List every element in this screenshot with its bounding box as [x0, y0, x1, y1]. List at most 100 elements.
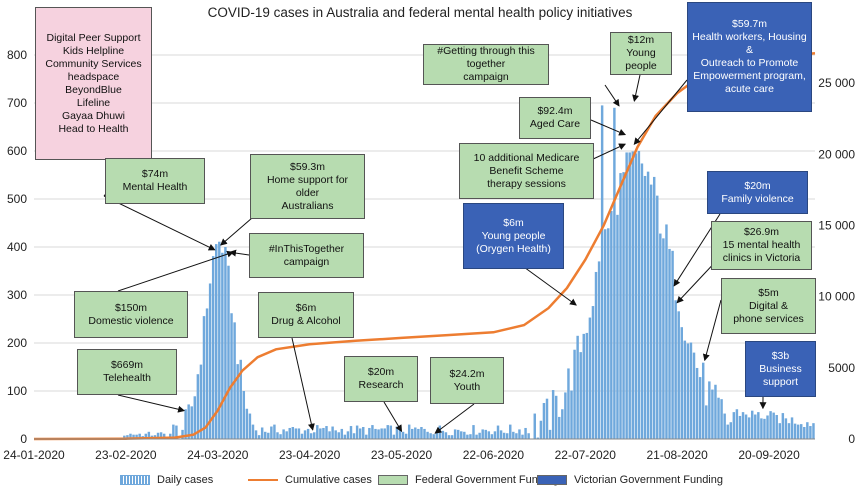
daily-case-bar	[303, 430, 307, 439]
annotation-box-federal: $92.4m Aged Care	[519, 97, 591, 139]
x-tick-label: 24-01-2020	[3, 448, 65, 462]
daily-case-bar	[542, 403, 546, 439]
daily-case-bar	[561, 409, 564, 439]
y-left-tick-label: 0	[20, 432, 27, 446]
daily-case-bar	[714, 384, 717, 439]
legend-label: Cumulative cases	[285, 474, 372, 486]
daily-case-bar	[588, 317, 592, 439]
daily-case-bar	[162, 433, 166, 439]
daily-case-bar	[567, 368, 570, 439]
daily-case-bar	[386, 425, 389, 439]
daily-case-bar	[622, 172, 625, 439]
daily-case-bar	[371, 425, 374, 439]
daily-case-bar	[346, 431, 350, 439]
daily-case-bar	[809, 426, 812, 439]
daily-case-bar	[637, 151, 641, 439]
y-right-tick-label: 10 000	[818, 290, 855, 304]
legend-label: Federal Government Funding	[415, 474, 559, 486]
chart-title: COVID-19 cases in Australia and federal …	[208, 5, 633, 20]
daily-case-bar	[224, 247, 227, 439]
daily-case-bar	[744, 414, 748, 439]
daily-case-bar	[365, 434, 368, 439]
daily-case-bar	[362, 427, 365, 439]
daily-case-bar	[741, 412, 745, 439]
legend-item: Victorian Government Funding	[537, 474, 723, 486]
daily-case-bar	[625, 152, 628, 439]
y-left-tick-label: 300	[7, 288, 27, 302]
daily-case-bar	[282, 429, 285, 439]
daily-case-bar	[251, 424, 255, 439]
daily-case-bar	[732, 412, 736, 439]
daily-case-bar	[750, 410, 754, 439]
daily-case-bar	[692, 352, 696, 439]
daily-case-bar	[456, 429, 460, 439]
daily-case-bar	[766, 415, 769, 439]
daily-case-bar	[551, 390, 555, 439]
annotation-box-federal: $74m Mental Health	[105, 158, 205, 204]
daily-case-bar	[708, 381, 711, 439]
daily-case-bar	[496, 425, 500, 439]
daily-case-bar	[524, 427, 527, 439]
daily-case-bar	[806, 422, 809, 439]
daily-case-bar	[493, 431, 497, 439]
daily-case-bar	[417, 428, 420, 439]
daily-case-bar	[763, 418, 766, 439]
daily-case-bar	[803, 427, 806, 439]
daily-case-bar	[230, 313, 233, 439]
daily-case-bar	[548, 429, 552, 439]
daily-case-bar	[383, 428, 386, 439]
annotation-arrow	[117, 250, 235, 292]
daily-case-bar	[181, 429, 184, 439]
daily-case-bar	[401, 431, 405, 439]
daily-case-bar	[392, 434, 396, 439]
legend-label: Victorian Government Funding	[574, 474, 723, 486]
daily-case-bar	[793, 423, 797, 439]
daily-case-bar	[570, 390, 573, 439]
annotation-box-federal: $5m Digital & phone services	[721, 278, 816, 334]
daily-case-bar	[156, 432, 160, 439]
legend-label: Daily cases	[157, 474, 214, 486]
x-tick-label: 24-03-2020	[187, 448, 249, 462]
daily-case-bar	[193, 396, 197, 439]
daily-case-bar	[358, 428, 362, 439]
x-tick-label: 20-09-2020	[738, 448, 800, 462]
daily-case-bar	[270, 426, 273, 439]
y-right-tick-label: 20 000	[818, 147, 855, 161]
daily-case-bar	[628, 152, 631, 439]
daily-case-bar	[463, 431, 466, 439]
daily-case-bar	[184, 409, 187, 439]
daily-case-bar	[778, 423, 782, 439]
daily-case-bar	[594, 271, 598, 439]
daily-case-bar	[533, 413, 536, 439]
legend: Daily cases Cumulative cases Federal Gover…	[0, 472, 858, 492]
daily-case-bar	[671, 250, 674, 439]
daily-case-bar	[619, 173, 622, 439]
daily-case-bar	[352, 433, 356, 439]
daily-case-bar	[478, 432, 481, 439]
daily-case-bar	[499, 430, 503, 439]
daily-case-bar	[754, 414, 757, 439]
x-tick-label: 23-05-2020	[371, 448, 433, 462]
daily-case-bar	[677, 311, 680, 439]
daily-case-bar	[426, 431, 429, 439]
daily-case-bar	[720, 399, 723, 439]
y-right-tick-label: 0	[848, 432, 855, 446]
daily-case-bar	[662, 238, 665, 439]
daily-case-bar	[680, 327, 683, 439]
daily-case-bar	[729, 422, 732, 439]
daily-case-bar	[215, 244, 218, 439]
daily-case-bar	[398, 425, 402, 439]
y-left-tick-label: 600	[7, 144, 27, 158]
x-tick-label: 22-06-2020	[463, 448, 525, 462]
daily-case-bar	[337, 432, 340, 439]
daily-case-bar	[607, 228, 610, 439]
daily-case-bar	[760, 418, 763, 439]
daily-case-bar	[242, 391, 246, 439]
daily-case-bar	[260, 427, 264, 439]
daily-case-bar	[316, 425, 319, 439]
daily-case-bar	[300, 433, 304, 439]
daily-case-bar	[328, 431, 331, 439]
annotation-arrow	[383, 401, 403, 433]
daily-cases-bars	[123, 105, 815, 440]
daily-case-bar	[319, 428, 322, 439]
